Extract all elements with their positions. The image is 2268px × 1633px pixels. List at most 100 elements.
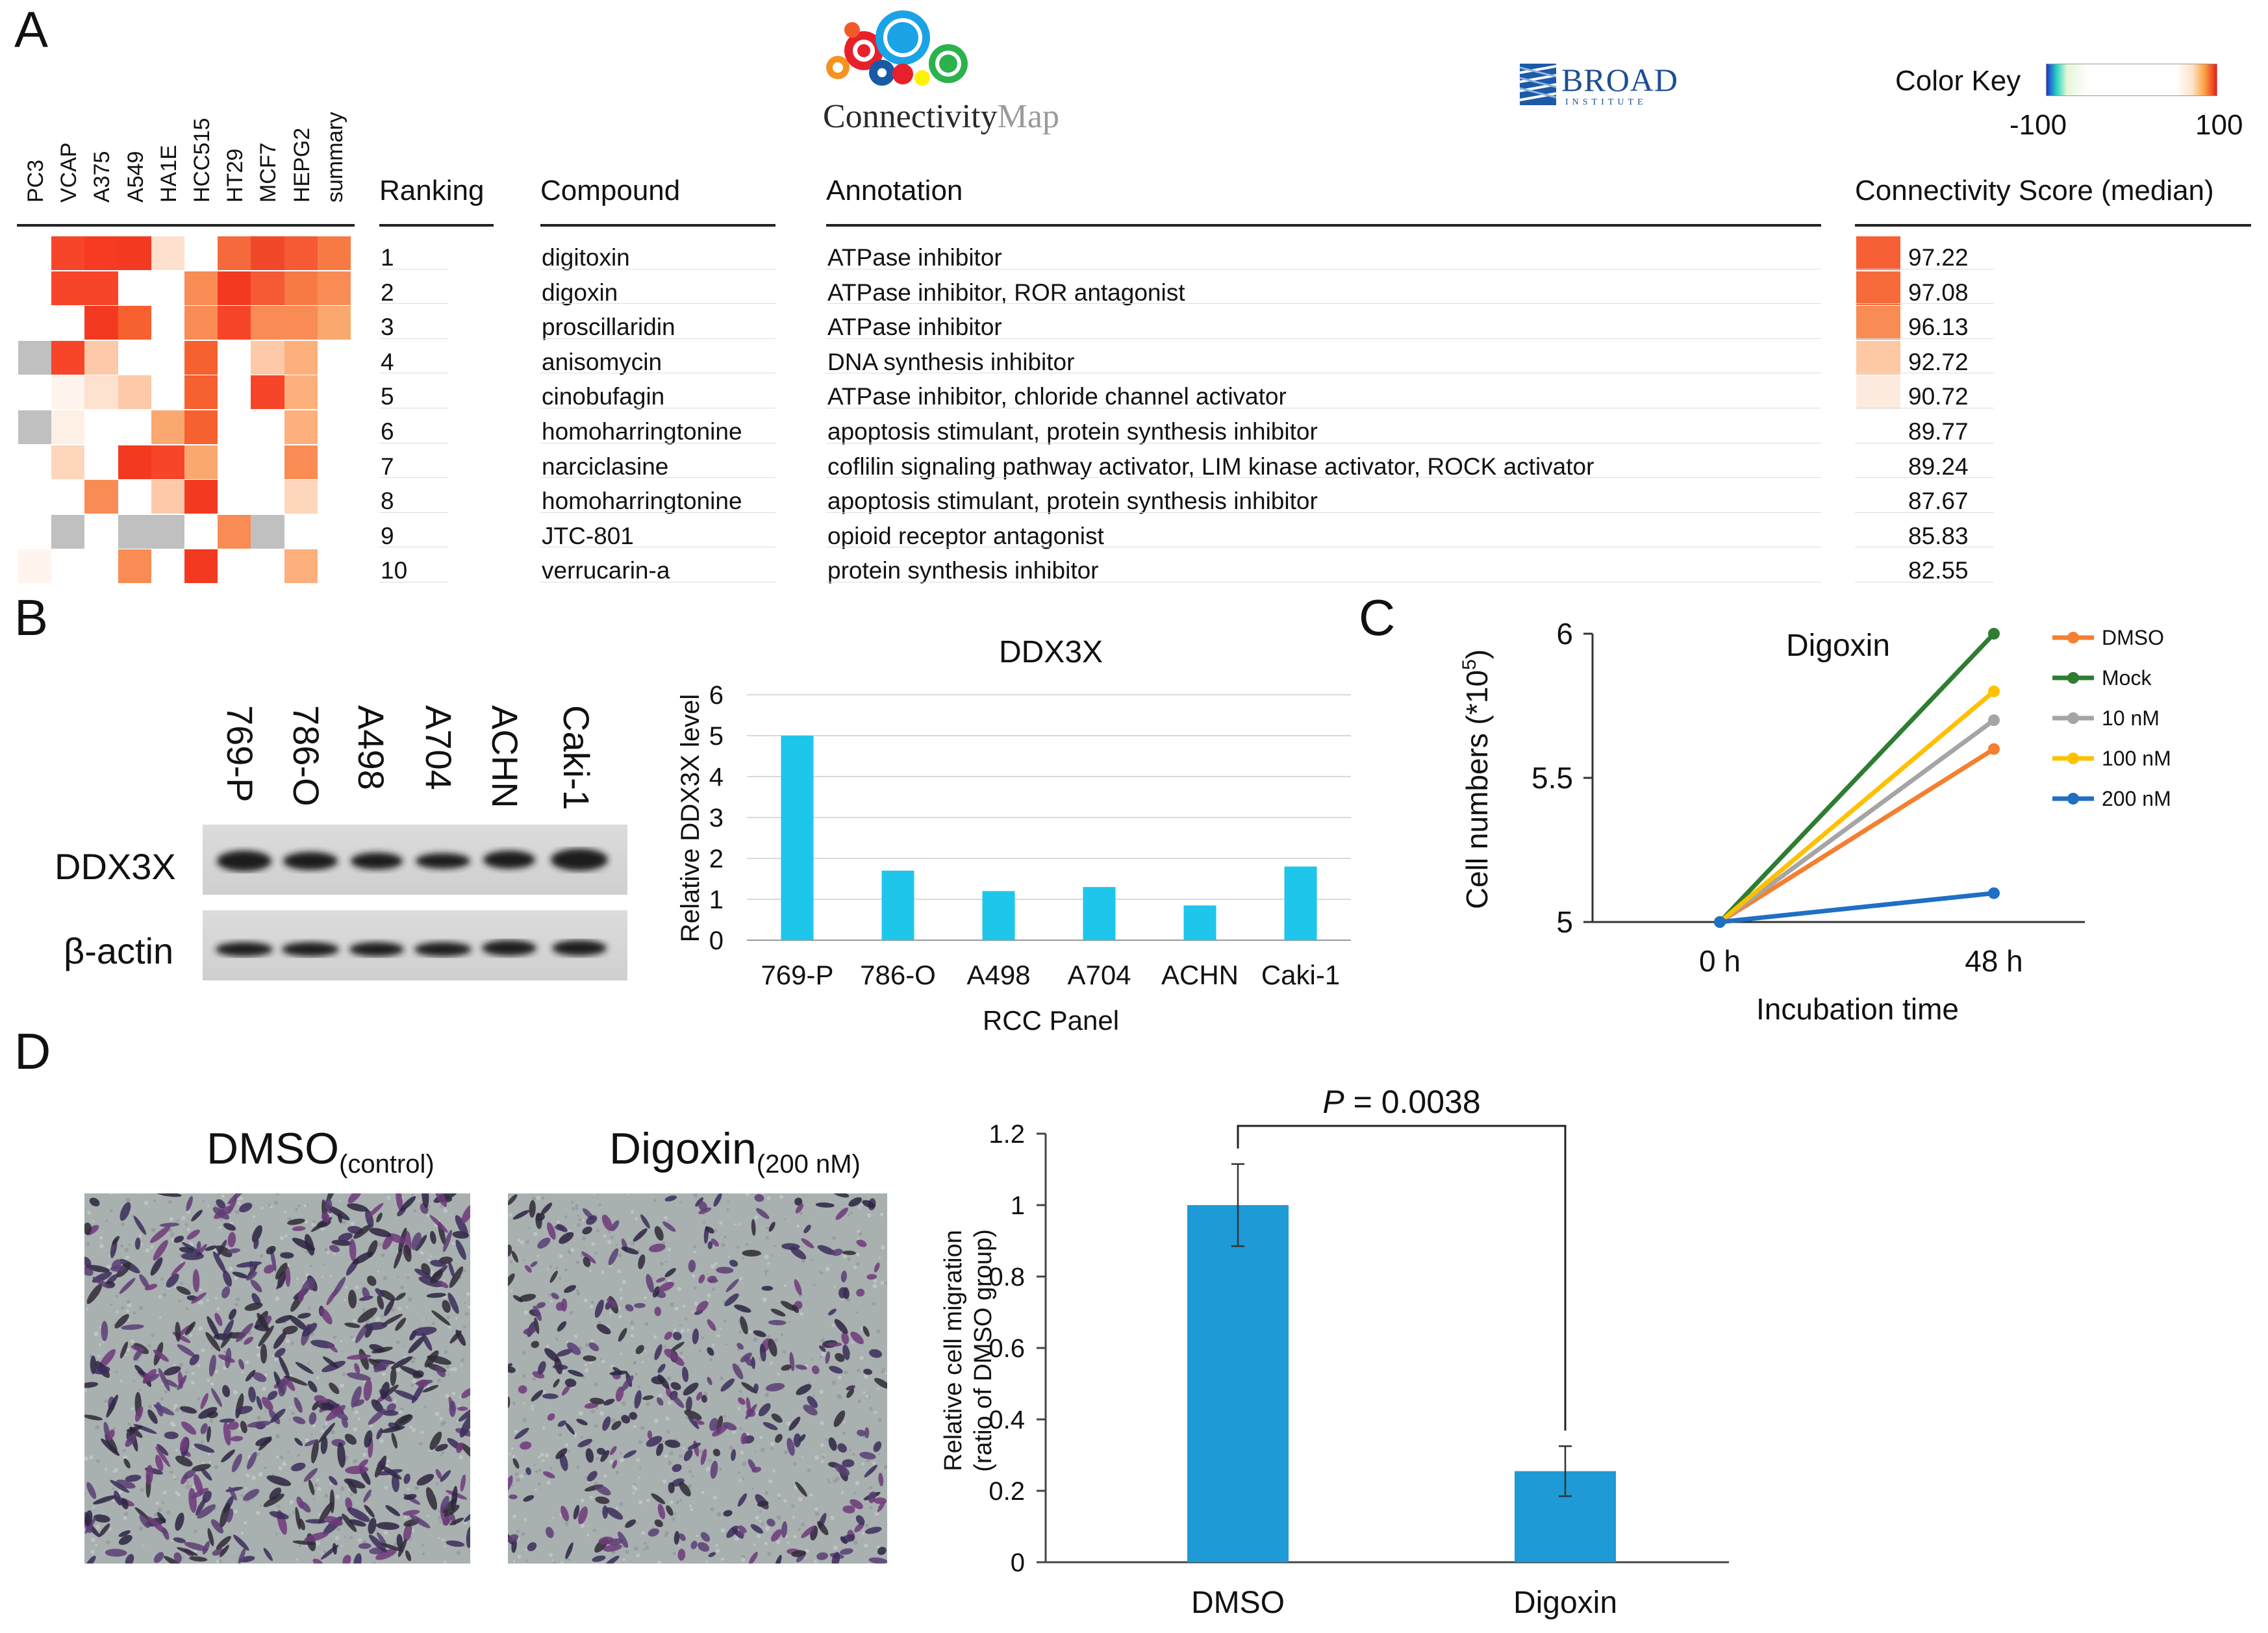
pore-speckle [662,1479,667,1484]
score-swatch [1856,236,1900,270]
pore-speckle [292,1511,296,1514]
pore-speckle [125,1255,130,1260]
migrated-cell [431,1310,451,1326]
migrated-cell [608,1248,619,1265]
pore-speckle [264,1466,267,1469]
pore-speckle [857,1399,862,1403]
migrated-cell [395,1317,407,1331]
migrated-cell [556,1224,568,1232]
migrated-cell [751,1219,756,1236]
migrated-cell [596,1447,606,1455]
pore-speckle [411,1360,415,1364]
migrated-cell [751,1466,762,1473]
pore-speckle [807,1468,811,1473]
migrated-cell [216,1199,226,1209]
migrated-cell [384,1299,394,1316]
migrated-cell [347,1507,370,1523]
migrated-cell [186,1229,200,1240]
pore-speckle [86,1242,90,1247]
pore-speckle [340,1486,345,1491]
migrated-cell [376,1522,400,1530]
pore-speckle [778,1497,781,1500]
pore-speckle [115,1370,118,1373]
annotation-text: protein synthesis inhibitor [827,557,1099,584]
migrated-cell [227,1193,246,1204]
heatmap-cell [251,306,284,340]
migrated-cell [817,1521,829,1536]
pore-speckle [764,1526,770,1531]
migrated-cell [236,1323,253,1343]
pore-speckle [560,1561,564,1564]
heatmap-cell [51,375,85,410]
pore-speckle [122,1449,126,1452]
pore-speckle [132,1380,135,1382]
pore-speckle [638,1500,643,1504]
migrated-cell [551,1292,559,1300]
pore-speckle [525,1240,529,1244]
pore-speckle [131,1407,134,1411]
migrated-cell [435,1365,446,1378]
pore-speckle [685,1416,688,1419]
pore-speckle [615,1506,618,1510]
migrated-cell [674,1530,680,1545]
migrated-cell [220,1331,233,1349]
pore-speckle [782,1350,787,1354]
pore-speckle [391,1308,396,1312]
migrated-cell [679,1482,691,1497]
heatmap-cell [251,514,284,549]
migrated-cell [134,1406,144,1422]
heatmap-cell [184,480,218,514]
annotation-text: ATPase inhibitor [827,314,1002,341]
pore-speckle [438,1537,440,1540]
pore-speckle [696,1534,699,1538]
pore-speckle [580,1436,583,1439]
migrated-cell [664,1195,677,1202]
pore-speckle [596,1407,598,1410]
heatmap-col-label: VCAP [57,142,82,203]
pore-speckle [851,1341,854,1344]
migrated-cell [707,1347,714,1356]
migrated-cell [244,1336,254,1345]
heatmap-cell [218,271,251,305]
migrated-cell [738,1397,746,1405]
migrated-cell [246,1271,257,1281]
heatmap-cell [284,445,318,479]
migrated-cell [561,1505,569,1521]
migrated-cell [212,1206,230,1220]
migrated-cell [208,1354,216,1377]
pore-speckle [716,1334,720,1338]
pore-speckle [187,1228,190,1232]
pore-speckle [620,1353,623,1355]
pore-speckle [725,1343,728,1346]
migrated-cell [367,1275,377,1286]
pore-speckle [634,1425,637,1428]
migrated-cell [877,1501,885,1512]
pore-speckle [386,1459,390,1463]
pore-speckle [355,1285,359,1290]
pore-speckle [581,1219,585,1222]
pore-speckle [295,1208,298,1212]
migrated-cell [329,1245,340,1253]
migrated-cell [646,1436,662,1447]
pore-speckle [664,1454,668,1458]
pore-speckle [102,1341,105,1343]
pore-speckle [126,1347,131,1352]
migrated-cell [771,1529,782,1542]
migrated-cell [621,1415,631,1424]
pore-speckle [549,1552,553,1557]
migrated-cell [269,1511,289,1519]
pore-speckle [435,1482,439,1485]
pore-speckle [552,1561,557,1564]
pore-speckle [780,1333,784,1336]
pore-speckle [131,1214,134,1218]
migrated-cell [144,1284,158,1291]
pore-speckle [576,1289,579,1293]
pore-speckle [755,1411,759,1415]
series-line [1719,747,1995,924]
pore-speckle [739,1277,743,1280]
migrated-cell [649,1243,666,1253]
data-point [1988,714,2000,727]
migrated-cell [435,1443,448,1452]
blot-lane-label: 786-O [286,705,327,806]
heatmap-cell [284,340,318,375]
